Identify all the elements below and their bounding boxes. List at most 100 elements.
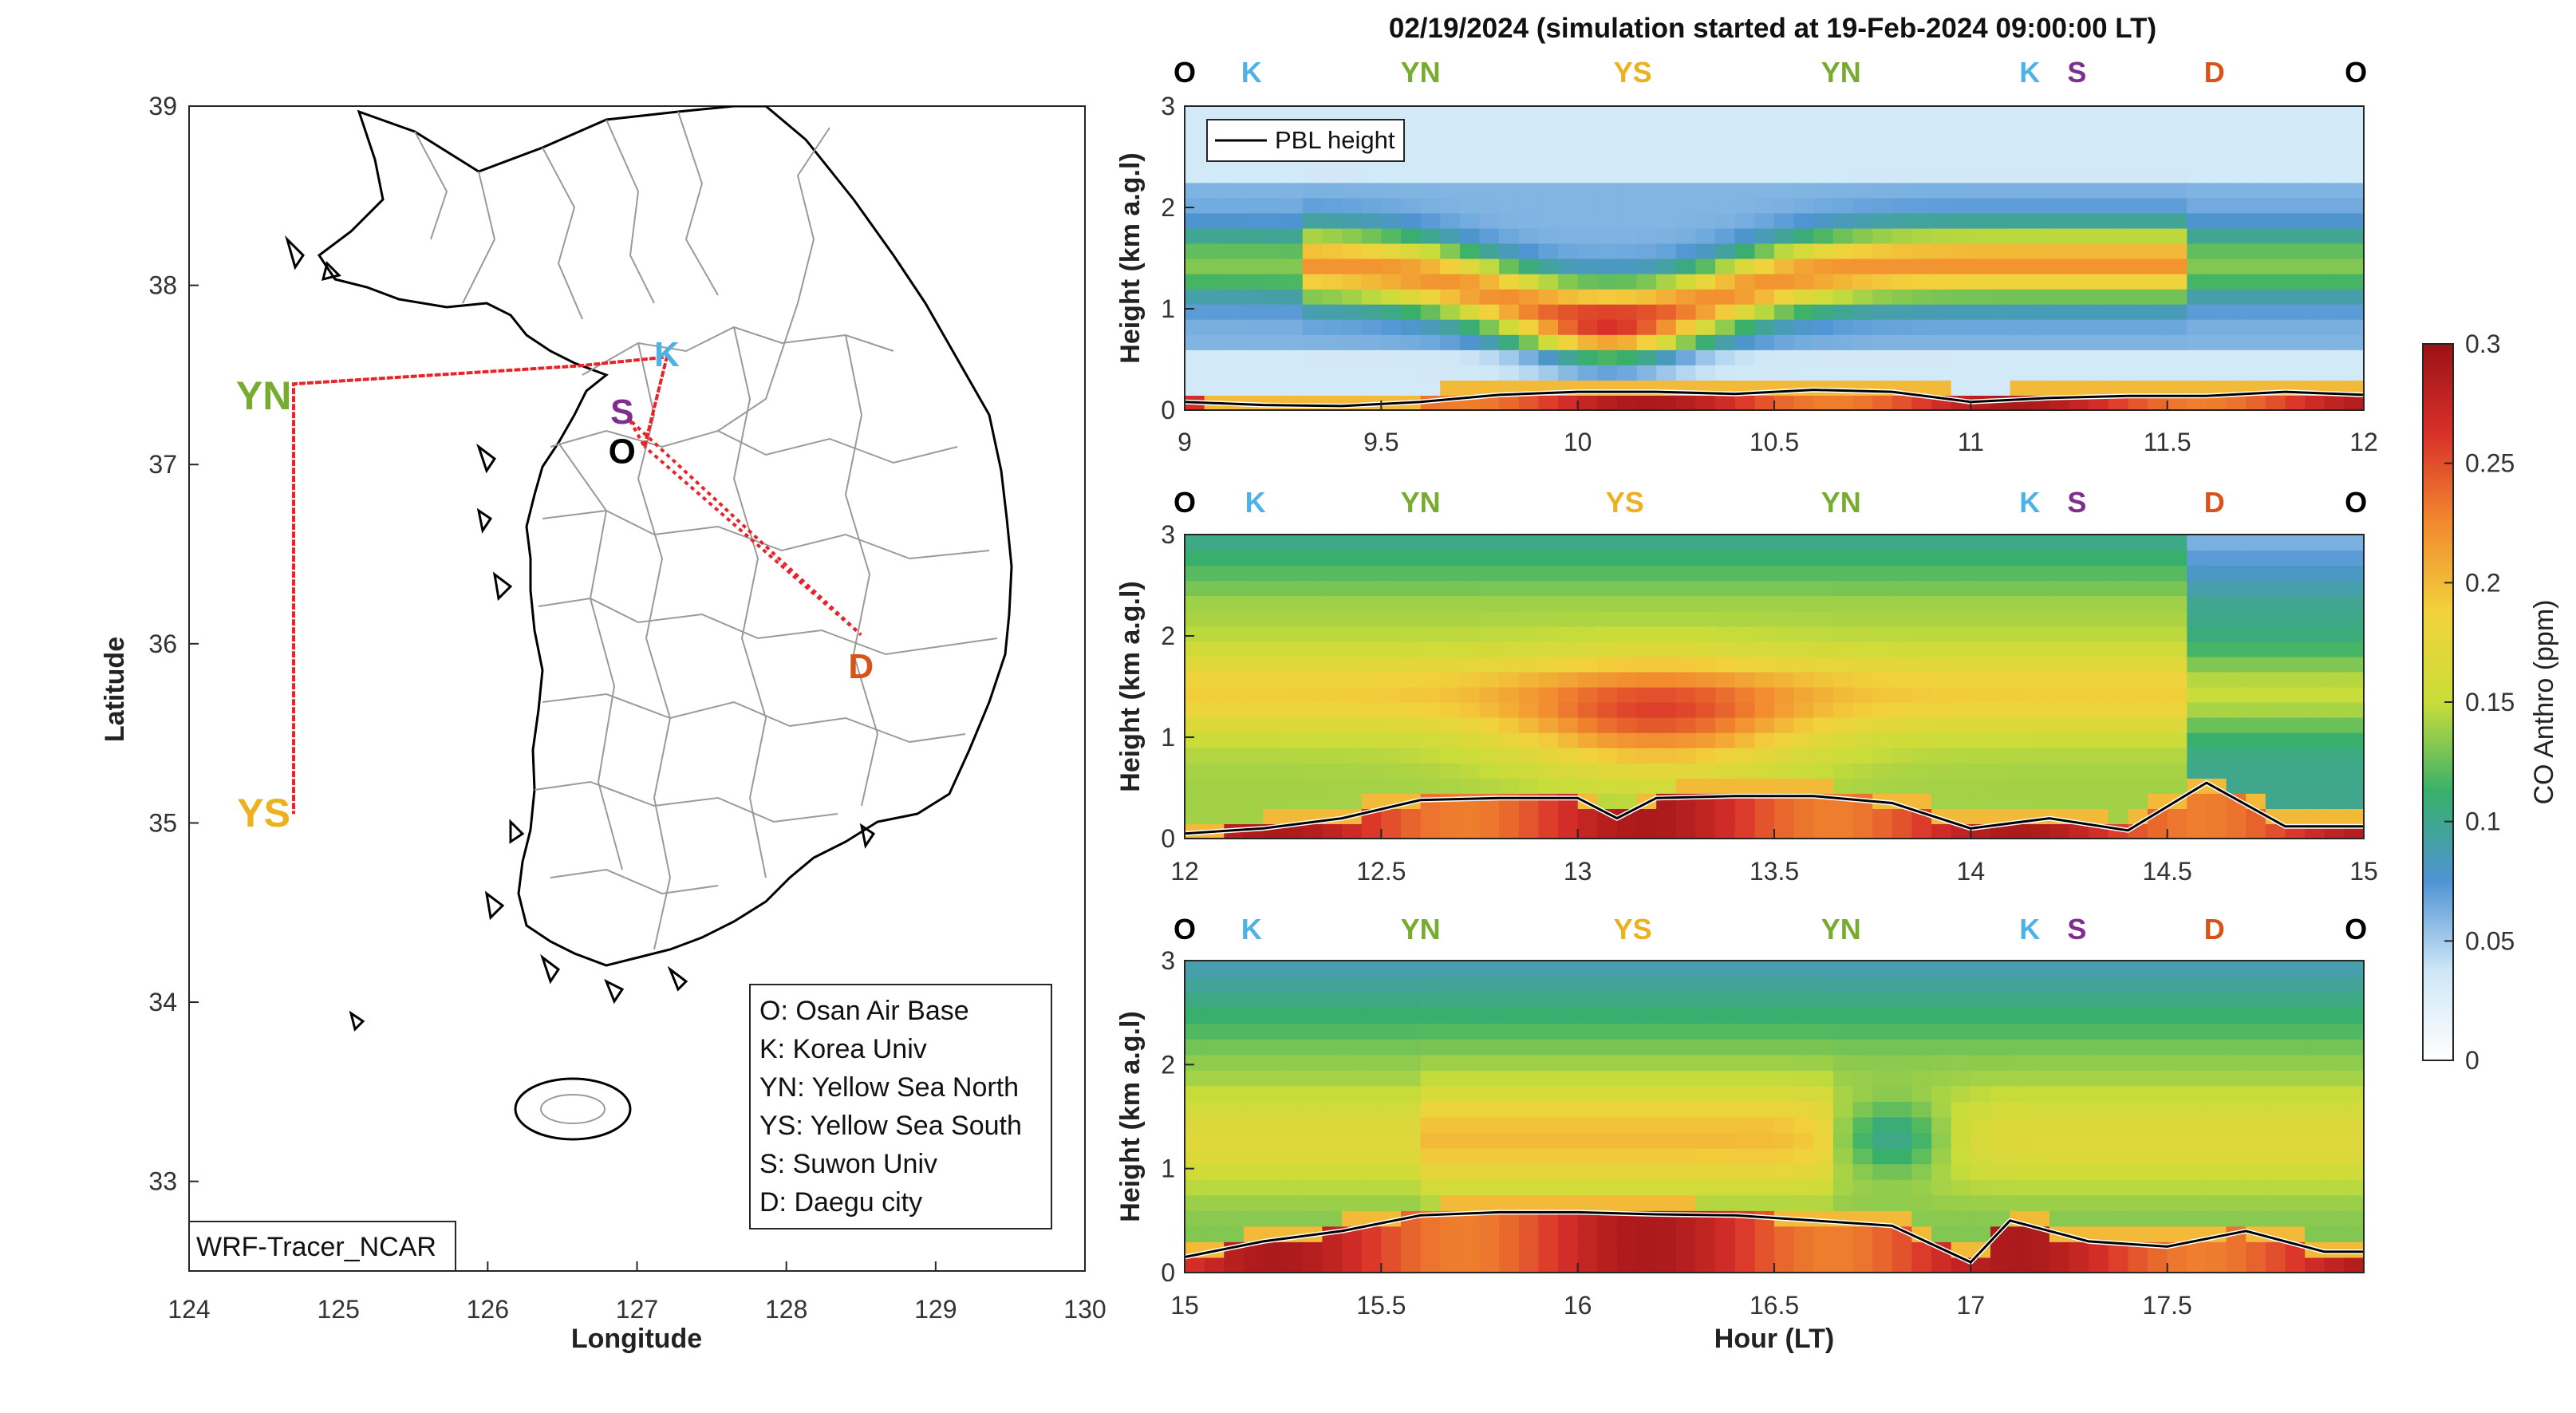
heatmap-cell bbox=[1695, 656, 1717, 673]
heatmap-cell bbox=[2010, 136, 2031, 153]
heatmap-cells bbox=[1185, 961, 2364, 1273]
heatmap-cell bbox=[1892, 747, 1913, 764]
heatmap-cell bbox=[1832, 197, 1854, 214]
heatmap-cell bbox=[1401, 227, 1422, 244]
heatmap-cell bbox=[1636, 550, 1658, 566]
heatmap-cell bbox=[1931, 1147, 1952, 1165]
heatmap-cell bbox=[1420, 823, 1442, 839]
heatmap-cell bbox=[2030, 212, 2050, 229]
heatmap-cell bbox=[1185, 106, 1205, 123]
heatmap-cell bbox=[1872, 1257, 1893, 1273]
heatmap-cell bbox=[2246, 182, 2266, 199]
heatmap-cell bbox=[2285, 595, 2306, 612]
heatmap-cell bbox=[2167, 1038, 2188, 1056]
heatmap-cell bbox=[1420, 1226, 1442, 1242]
heatmap-cell bbox=[2148, 394, 2168, 410]
heatmap-cell bbox=[1361, 212, 1383, 229]
heatmap-cell bbox=[2108, 1007, 2129, 1024]
heatmap-cell bbox=[1852, 535, 1874, 551]
heatmap-cell bbox=[1911, 992, 1932, 1008]
heatmap-cell bbox=[2206, 701, 2227, 718]
heatmap-cell bbox=[1754, 1101, 1775, 1118]
heatmap-cell bbox=[1558, 394, 1579, 410]
heatmap-cell bbox=[1911, 106, 1932, 123]
heatmap-cell bbox=[1302, 716, 1324, 733]
heatmap-cell bbox=[2305, 656, 2326, 673]
heatmap-cell bbox=[2285, 610, 2306, 627]
heatmap-cell bbox=[1931, 580, 1952, 597]
heatmap-cell bbox=[1813, 671, 1834, 688]
heatmap-cell bbox=[1499, 1178, 1520, 1196]
heatmap-cell bbox=[2128, 641, 2148, 657]
heatmap-cell bbox=[2187, 334, 2207, 350]
waypoint-label-k: K bbox=[2019, 56, 2040, 89]
heatmap-cell bbox=[1538, 121, 1559, 138]
heatmap-cell bbox=[1204, 732, 1225, 748]
heatmap-cell bbox=[2148, 318, 2168, 335]
heatmap-cell bbox=[1342, 732, 1363, 748]
heatmap-cell bbox=[2128, 364, 2148, 381]
heatmap-cell bbox=[1302, 610, 1324, 627]
heatmap-cell bbox=[1479, 1257, 1501, 1273]
heatmap-cell bbox=[1224, 1101, 1245, 1118]
map-ytick-label: 33 bbox=[148, 1167, 177, 1196]
heatmap-cell bbox=[1302, 1147, 1324, 1165]
heatmap-cell bbox=[2344, 243, 2364, 259]
heatmap-cell bbox=[1695, 1178, 1717, 1196]
heatmap-cell bbox=[2285, 580, 2306, 597]
xtick-label: 17 bbox=[1957, 1291, 1986, 1320]
heatmap-cell bbox=[1577, 394, 1599, 410]
heatmap-cell bbox=[2167, 565, 2188, 582]
heatmap-cell bbox=[2049, 762, 2070, 779]
heatmap-cell bbox=[1518, 641, 1540, 657]
heatmap-cell bbox=[1990, 152, 2011, 168]
heatmap-cell bbox=[1715, 1069, 1736, 1087]
heatmap-cell bbox=[1793, 686, 1815, 703]
heatmap-cell bbox=[2344, 535, 2364, 551]
heatmap-cell bbox=[1440, 1023, 1461, 1040]
heatmap-cell bbox=[1322, 777, 1343, 794]
heatmap-cell bbox=[1263, 379, 1284, 396]
heatmap-cell bbox=[1656, 318, 1677, 335]
heatmap-cell bbox=[1361, 197, 1383, 214]
heatmap-cell bbox=[1872, 1132, 1893, 1149]
heatmap-cell bbox=[1774, 227, 1795, 244]
map-xticks: 124 125 126 127 128 129 130 bbox=[168, 1261, 1107, 1324]
heatmap-cell bbox=[1990, 1132, 2011, 1149]
heatmap-cell bbox=[1224, 565, 1245, 582]
heatmap-cell bbox=[2010, 823, 2031, 839]
heatmap-cell bbox=[1754, 1007, 1775, 1024]
heatmap-cell bbox=[1577, 197, 1599, 214]
heatmap-cell bbox=[1597, 626, 1618, 642]
map-site-yn: YN bbox=[236, 373, 291, 418]
pbl-legend-label: PBL height bbox=[1275, 126, 1395, 154]
heatmap-cell bbox=[2049, 273, 2070, 290]
heatmap-cell bbox=[1263, 258, 1284, 274]
heatmap-cell bbox=[1616, 550, 1638, 566]
heatmap-cell bbox=[2148, 303, 2168, 320]
heatmap-cell bbox=[1224, 992, 1245, 1008]
heatmap-cell bbox=[1832, 318, 1854, 335]
heatmap-cell bbox=[1263, 1116, 1284, 1134]
heatmap-cell bbox=[2324, 792, 2345, 809]
heatmap-cell bbox=[1951, 992, 1972, 1008]
heatmap-cell bbox=[2206, 1210, 2227, 1227]
heatmap-cell bbox=[1793, 762, 1815, 779]
heatmap-cell bbox=[1479, 807, 1501, 824]
heatmap-cell bbox=[1558, 273, 1579, 290]
heatmap-cell bbox=[2344, 379, 2364, 396]
heatmap-cell bbox=[1185, 273, 1205, 290]
heatmap-cell bbox=[2344, 1163, 2364, 1180]
heatmap-cell bbox=[1577, 212, 1599, 229]
heatmap-cell bbox=[2305, 1054, 2326, 1071]
heatmap-cell bbox=[2089, 136, 2109, 153]
heatmap-cell bbox=[1990, 349, 2011, 365]
heatmap-cell bbox=[1990, 1023, 2011, 1040]
heatmap-cell bbox=[1322, 565, 1343, 582]
heatmap-cell bbox=[1911, 258, 1932, 274]
heatmap-cell bbox=[1951, 1226, 1972, 1242]
heatmap-cell bbox=[1813, 364, 1834, 381]
heatmap-cell bbox=[1361, 1178, 1383, 1196]
heatmap-cell bbox=[1499, 656, 1520, 673]
heatmap-cell bbox=[2246, 747, 2266, 764]
